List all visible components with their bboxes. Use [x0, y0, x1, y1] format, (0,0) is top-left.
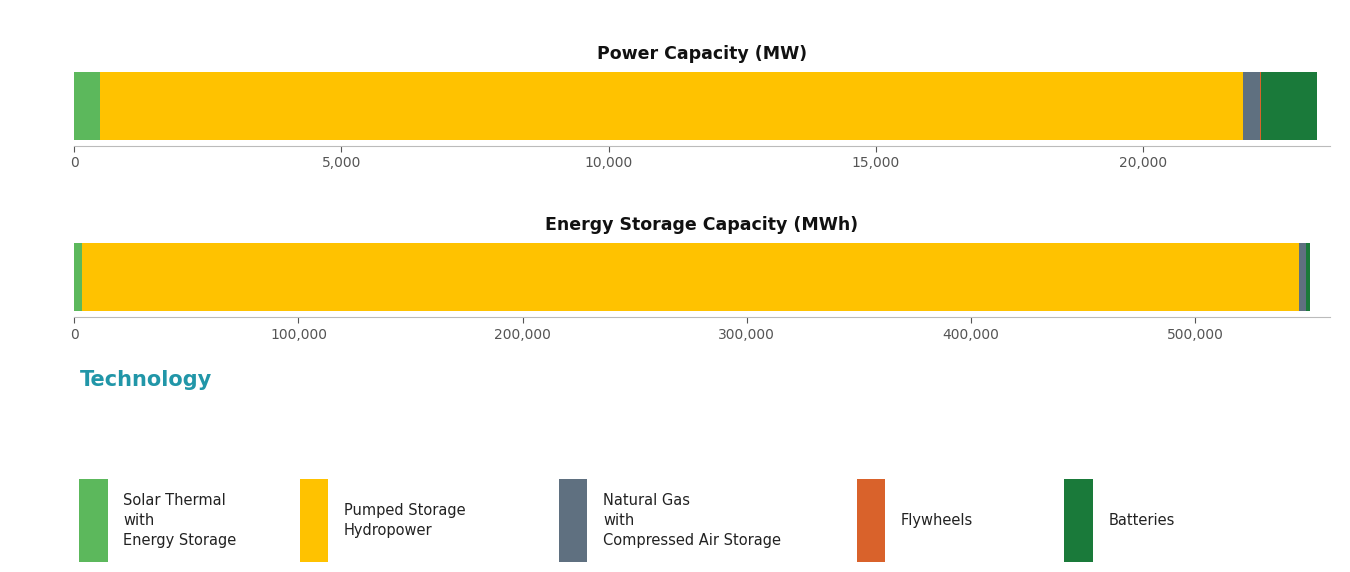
- Bar: [1261, 72, 1316, 140]
- FancyBboxPatch shape: [857, 479, 886, 562]
- Text: Solar Thermal
with
Energy Storage: Solar Thermal with Energy Storage: [123, 493, 236, 548]
- FancyBboxPatch shape: [300, 479, 328, 562]
- Title: Energy Storage Capacity (MWh): Energy Storage Capacity (MWh): [545, 216, 859, 235]
- Text: Pumped Storage
Hydropower: Pumped Storage Hydropower: [344, 503, 466, 538]
- Text: Flywheels: Flywheels: [900, 513, 973, 528]
- Text: Natural Gas
with
Compressed Air Storage: Natural Gas with Compressed Air Storage: [603, 493, 780, 548]
- Bar: [100, 72, 1242, 140]
- Bar: [1242, 72, 1260, 140]
- Text: Technology: Technology: [80, 370, 212, 390]
- Bar: [82, 244, 1300, 311]
- FancyBboxPatch shape: [559, 479, 587, 562]
- FancyBboxPatch shape: [80, 479, 108, 562]
- Bar: [74, 72, 100, 140]
- Bar: [1260, 72, 1261, 140]
- FancyBboxPatch shape: [1064, 479, 1094, 562]
- Bar: [1300, 244, 1305, 311]
- Bar: [74, 244, 82, 311]
- Text: Batteries: Batteries: [1108, 513, 1174, 528]
- Title: Power Capacity (MW): Power Capacity (MW): [597, 45, 807, 63]
- Bar: [1305, 244, 1310, 311]
